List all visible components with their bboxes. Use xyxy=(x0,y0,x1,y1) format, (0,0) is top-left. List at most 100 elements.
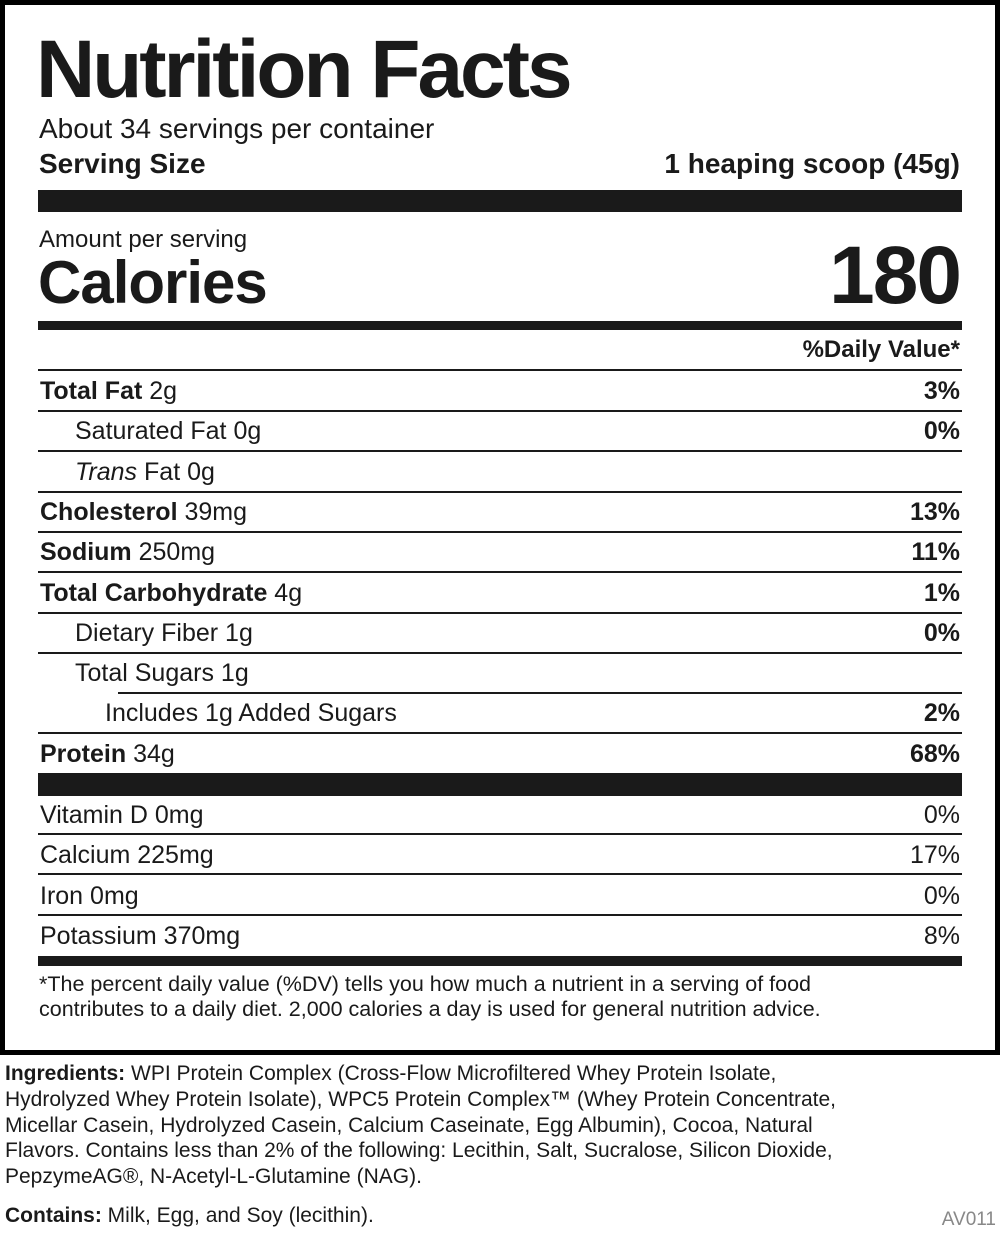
rule xyxy=(38,530,962,533)
ingredients-line: PepzymeAG®, N-Acetyl-L-Glutamine (NAG). xyxy=(5,1164,422,1190)
nutrient-dv: 0% xyxy=(923,801,960,829)
nutrient-row: Total Sugars 1g xyxy=(38,653,962,693)
nutrient-name: Dietary Fiber xyxy=(75,618,219,647)
nutrient-name: Total Carbohydrate xyxy=(40,578,268,607)
rule xyxy=(38,651,962,654)
nutrient-name: Includes 1g Added Sugars xyxy=(105,699,397,728)
nutrient-amount: 39mg xyxy=(184,497,248,526)
nutrient-row: Vitamin D 0mg 0% xyxy=(38,795,962,835)
nutrient-label: Vitamin D 0mg xyxy=(40,801,204,829)
amount-header: Amount per serving xyxy=(39,226,248,253)
nutrient-label: Sodium 250mg xyxy=(40,538,215,566)
nutrient-row: Trans Fat 0g xyxy=(38,452,962,492)
code: AV011 xyxy=(941,1209,996,1230)
nutrient-dv: 0% xyxy=(923,881,960,910)
dv-header: %Daily Value* xyxy=(802,336,960,363)
nutrient-name: Total Fat xyxy=(40,377,143,405)
rule xyxy=(38,369,962,371)
ingredients-text: WPI Protein Complex (Cross-Flow Microfil… xyxy=(131,1062,777,1085)
contains-text: Milk, Egg, and Soy (lecithin). xyxy=(107,1204,374,1227)
nutrient-row: Saturated Fat 0g 0% xyxy=(38,411,962,451)
nutrient-name: Iron xyxy=(40,881,84,910)
ingredients-line: Ingredients: WPI Protein Complex (Cross-… xyxy=(5,1061,776,1087)
nutrient-label: Protein 34g xyxy=(40,740,175,768)
nutrient-amount: 0mg xyxy=(154,801,204,829)
footnote-line: contributes to a daily diet. 2,000 calor… xyxy=(39,997,821,1021)
nutrient-label: Calcium 225mg xyxy=(40,841,214,869)
ingredients-text: Flavors. Contains less than 2% of the fo… xyxy=(5,1139,833,1163)
rule xyxy=(38,732,962,735)
label-box xyxy=(0,0,1000,1055)
title: Nutrition Facts xyxy=(36,24,573,115)
nutrient-amount: 0g xyxy=(233,417,262,446)
serving-size-value: 1 heaping scoop (45g) xyxy=(664,148,960,179)
servings: About 34 servings per container xyxy=(39,113,435,144)
thick-bar xyxy=(38,190,962,212)
contains: Contains: Milk, Egg, and Soy (lecithin). xyxy=(5,1202,374,1230)
nutrient-amount: 34g xyxy=(133,739,175,768)
nutrient-amount: 4g xyxy=(274,578,303,607)
nutrient-dv: 17% xyxy=(909,841,960,870)
nutrient-dv: 13% xyxy=(909,497,960,526)
nutrient-label: Total Sugars 1g xyxy=(75,659,249,687)
nutrient-label: Saturated Fat 0g xyxy=(75,417,261,445)
nutrient-dv: 0% xyxy=(923,618,960,647)
nutrient-dv: 11% xyxy=(911,538,960,567)
nutrient-dv: 2% xyxy=(923,699,960,728)
nutrient-dv: 8% xyxy=(923,921,960,950)
rule xyxy=(38,913,962,916)
nutrient-row: Total Carbohydrate 4g 1% xyxy=(38,573,962,613)
nutrient-amount: 0mg xyxy=(90,881,139,910)
nutrient-label: Total Fat 2g xyxy=(40,377,177,405)
nutrient-dv: 0% xyxy=(923,417,960,446)
nutrient-row: Calcium 225mg 17% xyxy=(38,835,962,875)
nutrient-row: Dietary Fiber 1g 0% xyxy=(38,613,962,653)
ingredients-text: Micellar Casein, Hydrolyzed Casein, Calc… xyxy=(5,1113,813,1137)
nutrient-label: Total Carbohydrate 4g xyxy=(40,579,302,607)
nutrient-name: Potassium xyxy=(40,921,157,950)
rule xyxy=(38,490,962,493)
medium-bar xyxy=(38,956,962,966)
ingredients-line: Flavors. Contains less than 2% of the fo… xyxy=(5,1138,833,1164)
nutrient-name: Sodium xyxy=(40,538,132,567)
medium-bar xyxy=(38,321,962,330)
calories-value: 180 xyxy=(829,230,962,321)
nutrient-row: Potassium 370mg 8% xyxy=(38,916,962,956)
nutrient-amount: 250mg xyxy=(138,538,216,567)
ingredients-line: Micellar Casein, Hydrolyzed Casein, Calc… xyxy=(5,1113,813,1139)
rule xyxy=(38,611,962,614)
nutrient-label: Cholesterol 39mg xyxy=(40,498,247,526)
nutrient-name: Protein xyxy=(40,739,127,768)
rule xyxy=(118,692,962,695)
nutrient-dv: 3% xyxy=(923,377,960,405)
ingredients-label: Ingredients: xyxy=(5,1062,126,1085)
serving-size-label: Serving Size xyxy=(39,148,206,179)
ingredients-text: PepzymeAG®, N-Acetyl-L-Glutamine (NAG). xyxy=(5,1165,422,1189)
nutrient-label: Potassium 370mg xyxy=(40,922,240,950)
footnote-line: *The percent daily value (%DV) tells you… xyxy=(39,972,812,996)
rule xyxy=(38,450,962,453)
thick-bar xyxy=(38,773,962,796)
nutrient-row: Sodium 250mg 11% xyxy=(38,532,962,572)
nutrient-label: Dietary Fiber 1g xyxy=(75,619,253,647)
rule xyxy=(38,410,962,412)
nutrient-row: Total Fat 2g 3% xyxy=(38,371,962,411)
nutrient-label: Iron 0mg xyxy=(40,882,139,910)
nutrient-name: Fat xyxy=(144,457,181,486)
nutrient-amount: 370mg xyxy=(163,921,241,950)
nutrient-row: Iron 0mg 0% xyxy=(38,876,962,916)
rule xyxy=(38,873,962,876)
rule xyxy=(38,571,962,574)
nutrient-name: Calcium xyxy=(40,841,131,870)
calories-label: Calories xyxy=(38,249,268,316)
nutrient-amount: 1g xyxy=(225,618,253,647)
nutrient-row: Includes 1g Added Sugars 2% xyxy=(38,693,962,733)
ingredients-text: Hydrolyzed Whey Protein Isolate), WPC5 P… xyxy=(5,1087,836,1111)
contains-label: Contains: xyxy=(5,1204,102,1227)
nutrient-name: Total Sugars xyxy=(75,659,214,688)
nutrient-name: Vitamin D xyxy=(40,801,148,829)
nutrient-emphasis: Trans xyxy=(75,457,138,486)
nutrient-dv: 1% xyxy=(923,578,960,607)
ingredients-line: Hydrolyzed Whey Protein Isolate), WPC5 P… xyxy=(5,1087,836,1113)
